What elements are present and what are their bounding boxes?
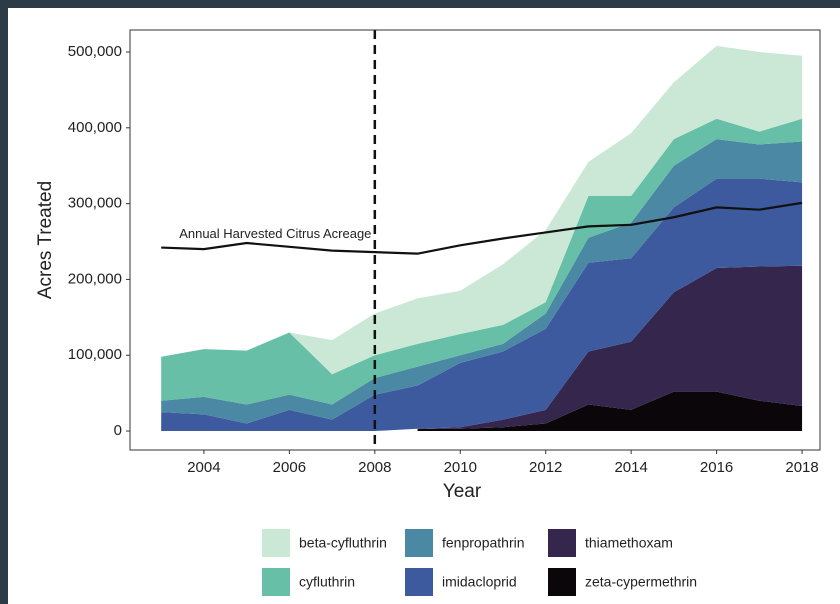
legend-swatch [262,568,290,596]
legend-item: thiamethoxam [548,529,673,557]
x-axis-title: Year [443,481,482,502]
annotation: Annual Harvested Citrus Acreage [179,226,371,241]
area [417,391,803,432]
y-tick-label: 400,000 [68,119,122,136]
area [161,45,803,375]
legend-item: imidacloprid [405,568,517,596]
area [161,178,803,432]
x-tick-label: 2014 [614,459,647,476]
x-tick-label: 2018 [785,459,818,476]
legend-label: imidacloprid [442,574,517,590]
legend-item: cyfluthrin [262,568,355,596]
x-tick-label: 2010 [444,459,477,476]
legend-item: beta-cyfluthrin [262,529,387,557]
area [161,139,803,424]
area [161,118,803,405]
chart: Year Acres Treated Annual Harvested Citr… [8,8,840,604]
x-tick-label: 2016 [700,459,733,476]
acreage-line [161,201,803,255]
legend-swatch [548,568,576,596]
legend-label: zeta-cypermethrin [585,574,697,590]
legend-label: beta-cyfluthrin [299,535,387,551]
y-tick-label: 500,000 [68,43,122,60]
x-tick-label: 2006 [273,459,306,476]
legend-swatch [548,529,576,557]
legend-label: cyfluthrin [299,574,355,590]
y-tick-label: 300,000 [68,195,122,212]
x-tick-label: 2012 [529,459,562,476]
legend-item: fenpropathrin [405,529,525,557]
area [417,265,803,429]
y-tick-label: 0 [114,422,122,439]
y-axis-title: Acres Treated [35,181,56,299]
plot-border [129,29,821,451]
x-tick-label: 2004 [187,459,220,476]
legend-item: zeta-cypermethrin [548,568,697,596]
legend-swatch [262,529,290,557]
y-tick-label: 200,000 [68,270,122,287]
legend-label: fenpropathrin [442,535,525,551]
y-tick-label: 100,000 [68,346,122,363]
legend-swatch [405,568,433,596]
legend-label: thiamethoxam [585,535,673,551]
x-tick-label: 2008 [358,459,391,476]
legend-swatch [405,529,433,557]
